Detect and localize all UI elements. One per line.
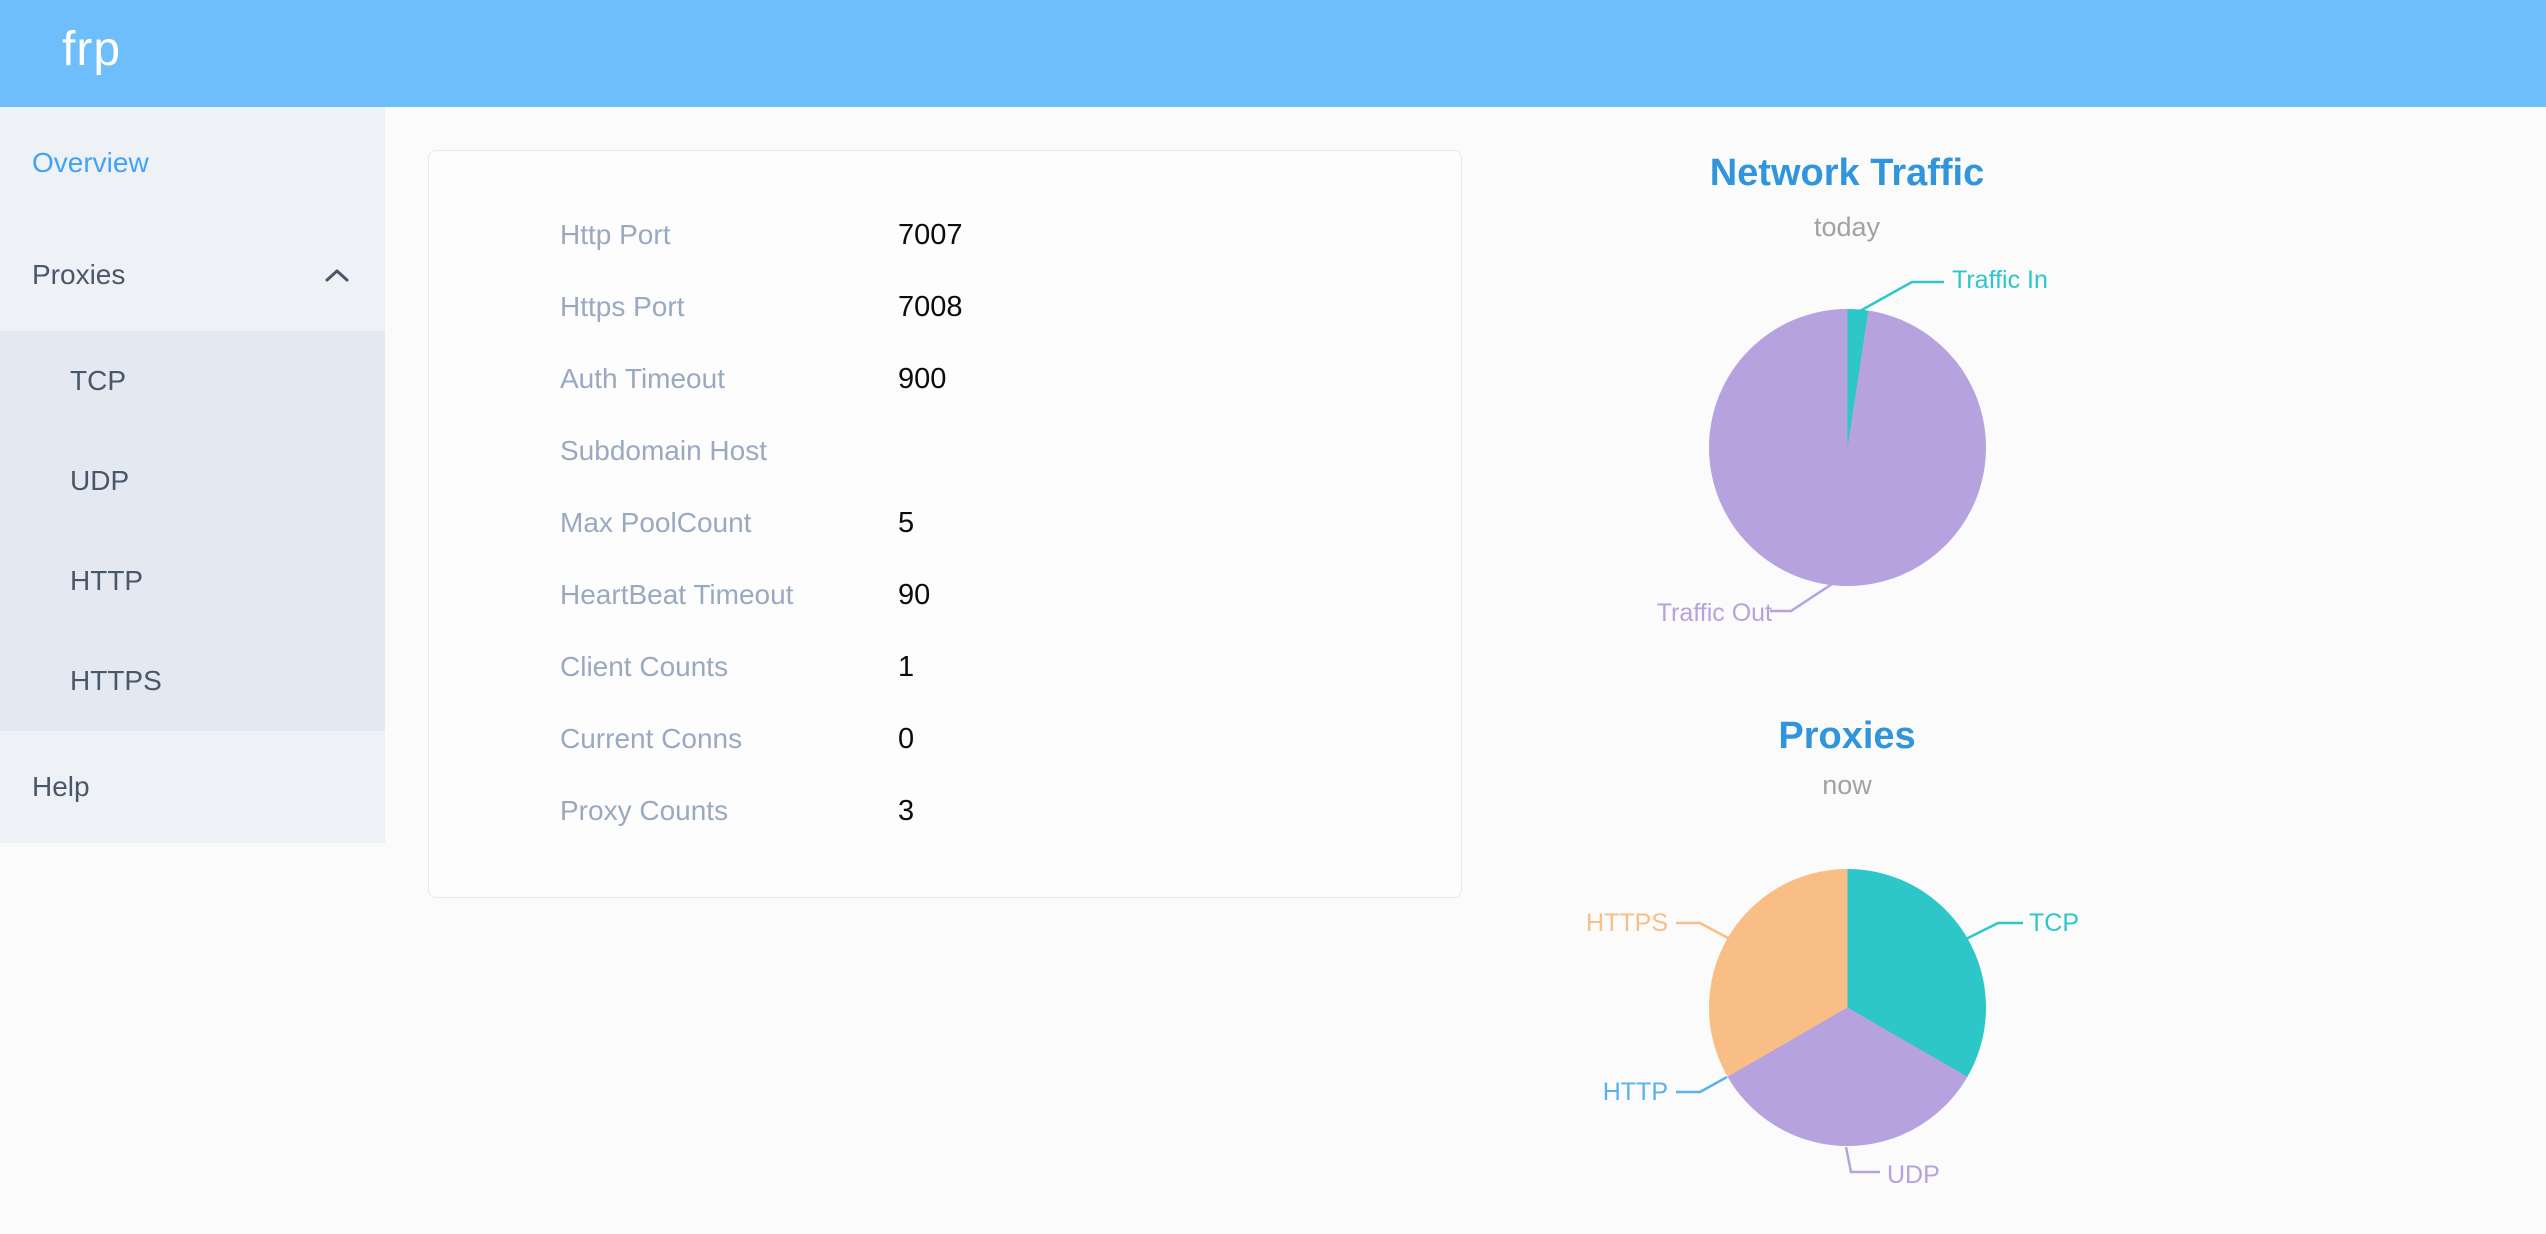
info-value: 90 [898,578,931,611]
pie-label-tcp: TCP [2029,909,2079,937]
server-info-card: Http Port 7007 Https Port 7008 Auth Time… [428,150,1462,898]
app-logo: frp [62,23,122,76]
info-label: Client Counts [560,651,729,682]
chart-subtitle-now: now [1822,770,1872,800]
info-label: Https Port [560,291,685,322]
server-info-row: HeartBeat Timeout 90 [429,559,1461,631]
sidebar-submenu-proxies: TCP UDP HTTP HTTPS [0,331,385,731]
sidebar-item-help[interactable]: Help [32,771,90,802]
sidebar: Overview Proxies TCP UDP HTTP HTTPS Help [0,107,385,843]
leader-line-https [1676,921,1729,940]
sidebar-item-https[interactable]: HTTPS [70,665,162,696]
pie-label-https: HTTPS [1586,909,1668,937]
leader-line-http [1676,1075,1728,1094]
info-value: 0 [898,722,915,755]
leader-line-tcp [1965,921,2023,941]
info-label: Max PoolCount [560,507,752,538]
sidebar-item-overview[interactable]: Overview [32,147,149,178]
leader-line-traffic-out [1770,582,1833,613]
chart-title-proxies: Proxies [1778,715,1916,757]
info-label: Current Conns [560,723,743,754]
app-header: frp [0,0,2546,107]
sidebar-item-udp[interactable]: UDP [70,465,130,496]
pie-label-udp: UDP [1887,1161,1940,1189]
sidebar-item-http[interactable]: HTTP [70,565,144,596]
server-info-row: Subdomain Host [429,415,1461,487]
chevron-up-icon [325,269,349,282]
pie-label-http: HTTP [1602,1078,1668,1106]
info-value: 1 [898,650,915,683]
sidebar-item-tcp[interactable]: TCP [70,365,126,396]
info-value: 7007 [898,218,963,251]
info-label: HeartBeat Timeout [560,579,794,610]
info-label: Http Port [560,219,671,250]
server-info-row: Http Port 7007 [429,199,1461,271]
info-label: Auth Timeout [560,363,725,394]
pie-label-traffic-out: Traffic Out [1656,599,1772,627]
server-info-row: Auth Timeout 900 [429,343,1461,415]
pie-chart-network-traffic[interactable] [1709,309,1986,586]
leader-line-udp [1844,1146,1880,1174]
pie-chart-proxies[interactable] [1709,869,1986,1146]
info-value: 900 [898,362,947,395]
chart-subtitle-today: today [1813,212,1881,242]
sidebar-item-proxies[interactable]: Proxies [0,219,385,331]
server-info-row: Proxy Counts 3 [429,775,1461,847]
info-label: Subdomain Host [560,435,768,466]
sidebar-item-proxies-label: Proxies [32,259,126,290]
info-label: Proxy Counts [560,795,729,826]
server-info-row: Max PoolCount 5 [429,487,1461,559]
info-value: 3 [898,794,915,827]
server-info-row: Https Port 7008 [429,271,1461,343]
pie-label-traffic-in: Traffic In [1952,266,2048,294]
leader-line-traffic-in [1859,280,1944,313]
chart-title-network-traffic: Network Traffic [1709,152,1985,194]
server-info-row: Client Counts 1 [429,631,1461,703]
info-value: 7008 [898,290,963,323]
server-info-row: Current Conns 0 [429,703,1461,775]
info-value: 5 [898,506,915,539]
